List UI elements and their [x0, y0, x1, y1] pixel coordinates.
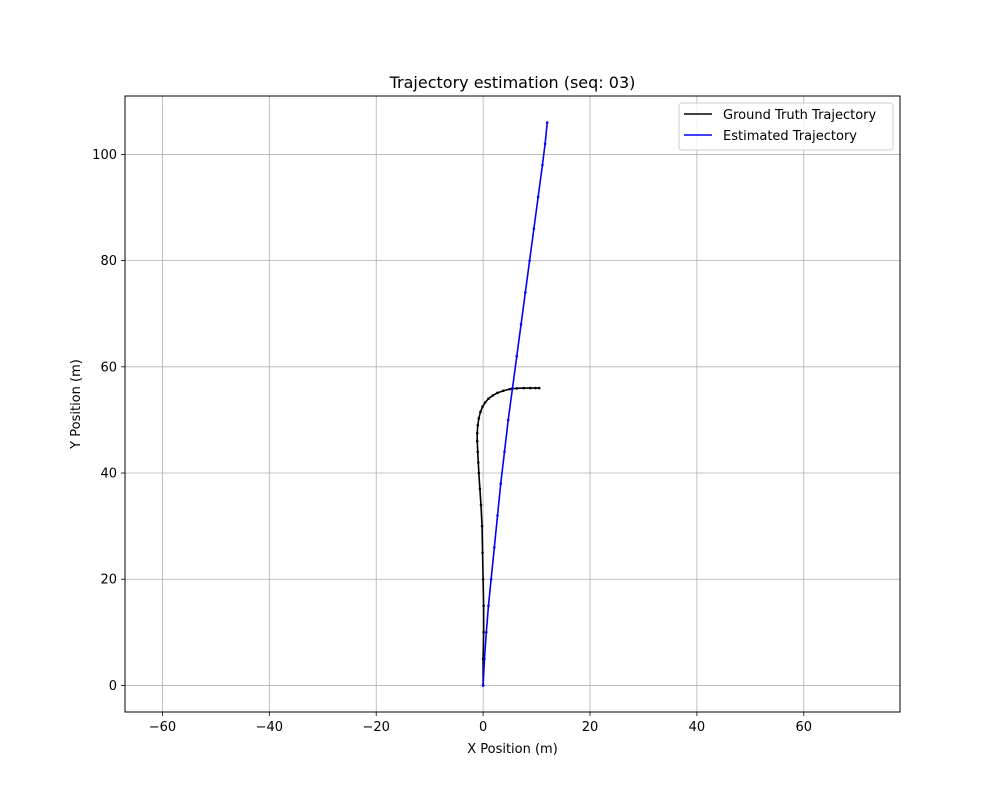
estimated-trajectory-point — [541, 163, 544, 167]
y-axis-label: Y Position (m) — [69, 359, 84, 450]
ground-truth-trajectory-point — [537, 386, 541, 390]
ground-truth-trajectory-point — [496, 391, 499, 395]
ground-truth-trajectory-point — [534, 386, 537, 390]
ground-truth-trajectory-point — [476, 423, 480, 427]
x-tick-label: 0 — [479, 720, 487, 735]
ground-truth-trajectory-point — [482, 631, 485, 634]
ground-truth-trajectory-point — [481, 577, 485, 581]
tick-layer: −60 −40 −20 0 20 40 60 0 20 40 60 80 100 — [92, 148, 812, 735]
ground-truth-trajectory-point — [508, 387, 512, 391]
estimated-trajectory-point — [506, 418, 510, 422]
estimated-trajectory-line — [482, 122, 549, 686]
legend-label-ground-truth: Ground Truth Trajectory — [723, 108, 877, 123]
x-tick-label: −40 — [256, 720, 283, 735]
estimated-trajectory-point — [483, 657, 486, 661]
estimated-trajectory-point — [528, 259, 531, 262]
plot-frame — [124, 95, 901, 713]
estimated-trajectory-point — [519, 323, 523, 326]
ground-truth-trajectory-point — [480, 524, 484, 528]
chart-title: Trajectory estimation (seq: 03) — [389, 73, 636, 92]
estimated-trajectory-point — [481, 684, 485, 687]
ground-truth-trajectory-point — [478, 487, 482, 491]
y-tick-label: 100 — [92, 148, 117, 163]
estimated-trajectory-point — [499, 482, 503, 485]
legend-label-estimated: Estimated Trajectory — [723, 129, 857, 144]
ground-truth-trajectory-point — [522, 386, 526, 390]
legend: Ground Truth Trajectory Estimated Trajec… — [678, 102, 894, 151]
ground-truth-trajectory-point — [487, 397, 490, 400]
ground-truth-trajectory-point — [477, 471, 481, 475]
estimated-trajectory-point — [489, 577, 493, 581]
ground-truth-trajectory-point — [475, 431, 479, 435]
y-tick-label: 20 — [100, 573, 117, 588]
grid-layer — [125, 96, 900, 712]
ground-truth-trajectory-point — [491, 394, 495, 397]
ground-truth-trajectory-point — [477, 417, 481, 420]
y-tick-label: 60 — [100, 360, 117, 375]
estimated-trajectory-point — [536, 195, 540, 199]
estimated-trajectory-point — [515, 354, 519, 358]
x-tick-label: 20 — [582, 720, 599, 735]
estimated-trajectory-point — [545, 121, 549, 124]
y-tick-label: 80 — [100, 254, 117, 269]
ground-truth-trajectory-point — [515, 387, 519, 390]
ground-truth-trajectory-point — [479, 503, 483, 507]
ground-truth-trajectory-point — [475, 439, 479, 443]
ground-truth-trajectory-point — [476, 461, 480, 464]
ground-truth-trajectory-point — [481, 405, 484, 408]
estimated-trajectory-point — [487, 604, 490, 608]
ground-truth-trajectory-point — [482, 604, 485, 608]
y-tick-label: 40 — [100, 467, 117, 482]
estimated-trajectory-point — [524, 291, 527, 294]
estimated-trajectory-point — [532, 227, 536, 231]
ground-truth-trajectory-point — [502, 389, 505, 393]
estimated-trajectory-point — [493, 546, 496, 549]
ground-truth-trajectory-point — [481, 551, 484, 554]
ground-truth-trajectory-point — [483, 401, 487, 404]
series-layer — [475, 121, 549, 687]
legend-box — [678, 102, 894, 151]
estimated-trajectory-point — [543, 142, 547, 146]
ground-truth-trajectory-point — [528, 386, 532, 390]
x-axis-label: X Position (m) — [467, 742, 558, 757]
x-tick-label: 60 — [796, 720, 813, 735]
estimated-trajectory-point — [503, 450, 506, 454]
y-tick-label: 0 — [109, 679, 117, 694]
x-tick-label: −60 — [149, 720, 176, 735]
estimated-trajectory-point — [511, 386, 514, 390]
x-tick-label: −20 — [362, 720, 389, 735]
ground-truth-trajectory-point — [479, 410, 482, 414]
ground-truth-trajectory-point — [476, 450, 480, 454]
estimated-trajectory-point — [485, 631, 488, 634]
x-tick-label: 40 — [689, 720, 706, 735]
estimated-trajectory-point — [496, 514, 499, 517]
